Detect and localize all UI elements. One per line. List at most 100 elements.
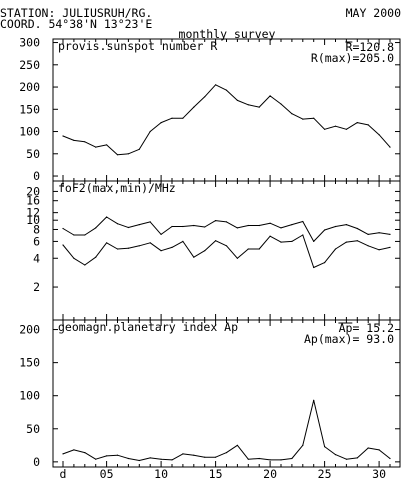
survey-label: monthly survey	[179, 27, 276, 41]
x-tick-label-15: 15	[209, 467, 223, 480]
data-point-2-1-17	[236, 227, 238, 229]
data-point-3-1-26	[334, 454, 337, 456]
data-point-1-1-21	[280, 103, 282, 105]
data-point-1-1-26	[334, 125, 337, 127]
data-point-2-1-31	[389, 233, 391, 235]
y-tick-label-2-10: 10	[26, 213, 40, 227]
data-point-2-1-8	[138, 224, 140, 226]
data-point-3-1-24	[313, 399, 315, 401]
data-point-3-1-15	[215, 456, 217, 458]
data-point-2-2-27	[345, 241, 347, 243]
data-point-2-1-27	[345, 224, 347, 226]
data-point-2-1-14	[204, 226, 206, 228]
series-line-2-2	[62, 234, 391, 268]
y-tick-label-1-150: 150	[19, 102, 40, 116]
data-point-1-1-19	[258, 106, 260, 108]
data-point-2-2-24	[313, 266, 315, 269]
data-point-2-2-2	[73, 257, 75, 259]
y-tick-label-1-100: 100	[19, 125, 40, 139]
data-point-1-1-7	[127, 153, 129, 155]
data-point-2-2-9	[149, 242, 151, 244]
x-tick-label-d: d	[60, 467, 67, 480]
y-tick-label-2-16: 16	[26, 194, 40, 208]
data-point-2-1-2	[73, 234, 75, 236]
data-point-3-1-4	[95, 458, 97, 460]
panel-annotation-1-2: R(max)=205.0	[311, 51, 394, 65]
data-point-2-2-3	[84, 264, 86, 266]
data-point-1-1-3	[84, 141, 86, 143]
data-point-3-1-19	[258, 457, 260, 460]
data-point-3-1-11	[171, 459, 173, 461]
data-point-2-2-21	[280, 241, 282, 243]
data-point-1-1-23	[302, 118, 304, 120]
data-point-1-1-13	[193, 106, 195, 108]
data-point-2-1-22	[291, 224, 293, 226]
data-point-1-1-31	[389, 146, 391, 148]
data-point-3-1-30	[378, 449, 380, 451]
data-point-2-1-13	[193, 224, 195, 227]
y-tick-label-2-8: 8	[33, 222, 40, 236]
data-point-2-1-30	[378, 232, 380, 234]
y-tick-label-1-250: 250	[19, 58, 40, 72]
data-point-2-2-15	[215, 240, 217, 242]
data-point-3-1-13	[193, 454, 195, 456]
data-point-1-1-14	[204, 96, 206, 98]
panel-title-3: geomagn.planetary index Ap	[58, 320, 238, 334]
panel-annotation-3-1: Ap= 15.2	[339, 321, 394, 335]
data-point-1-1-4	[95, 146, 97, 148]
y-tick-label-2-20: 20	[26, 184, 40, 198]
data-point-3-1-12	[182, 453, 184, 455]
data-point-2-1-11	[171, 225, 173, 228]
data-point-2-1-15	[215, 220, 217, 222]
data-point-2-1-18	[247, 224, 249, 227]
data-point-3-1-29	[367, 447, 369, 449]
data-point-1-1-28	[356, 122, 358, 124]
data-point-1-1-16	[225, 89, 228, 91]
y-tick-label-1-50: 50	[26, 147, 40, 161]
data-point-3-1-6	[116, 454, 119, 456]
y-tick-label-3-100: 100	[19, 389, 40, 403]
data-point-2-2-14	[204, 250, 206, 252]
data-point-2-1-20	[269, 222, 271, 224]
data-point-1-1-18	[247, 104, 249, 106]
data-point-1-1-20	[269, 95, 271, 97]
data-point-3-1-21	[280, 459, 282, 461]
data-point-2-1-6	[116, 223, 119, 225]
y-tick-label-1-300: 300	[19, 36, 40, 50]
y-tick-label-3-200: 200	[19, 323, 40, 337]
data-point-1-1-5	[106, 144, 108, 146]
data-point-2-2-17	[236, 257, 238, 259]
data-point-2-2-19	[258, 248, 260, 250]
panel-title-1: provis.sunspot number R	[58, 39, 217, 53]
data-point-2-2-18	[247, 248, 249, 250]
y-tick-label-2-4: 4	[33, 251, 40, 265]
data-point-2-1-23	[302, 220, 304, 223]
coord-label: COORD. 54°38'N 13°23'E	[0, 17, 152, 31]
data-point-3-1-2	[73, 449, 75, 451]
y-tick-label-1-200: 200	[19, 80, 40, 94]
y-tick-label-2-12: 12	[26, 206, 40, 220]
data-point-2-1-12	[182, 225, 184, 228]
x-tick-label-10: 10	[154, 467, 168, 480]
data-point-2-2-26	[334, 248, 337, 250]
y-tick-label-2-6: 6	[33, 234, 40, 248]
data-point-1-1-2	[73, 139, 75, 141]
data-point-1-1-17	[236, 99, 238, 101]
data-point-2-1-21	[280, 227, 282, 229]
data-point-2-2-1	[62, 244, 64, 246]
data-point-2-1-25	[324, 229, 326, 231]
data-point-1-1-1	[62, 135, 64, 137]
data-point-3-1-18	[247, 458, 249, 460]
data-point-2-2-23	[302, 234, 304, 236]
data-point-2-2-25	[324, 262, 326, 264]
data-point-2-2-20	[269, 235, 271, 237]
data-point-3-1-8	[138, 459, 140, 462]
panel-title-2: foF2(max,min)/MHz	[58, 181, 176, 195]
data-point-2-1-24	[313, 240, 315, 242]
data-point-1-1-12	[182, 117, 184, 119]
data-point-2-2-11	[171, 246, 173, 248]
panel-annotation-1-1: R=120.8	[346, 40, 395, 54]
series-line-2-1	[62, 216, 391, 242]
data-point-2-2-12	[182, 240, 184, 242]
